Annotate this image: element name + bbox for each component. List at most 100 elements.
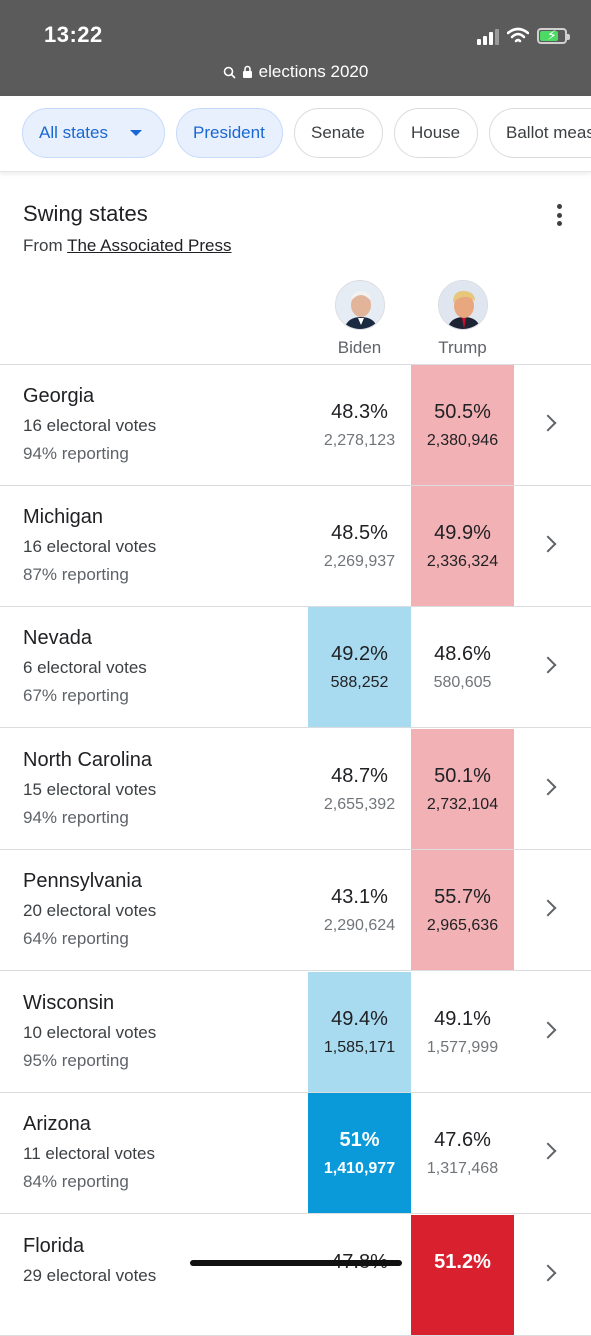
candidate-biden-header: Biden	[308, 280, 411, 358]
reporting-percent: 67% reporting	[23, 686, 129, 705]
biden-result-cell: 49.2% 588,252	[308, 607, 411, 727]
trump-result-cell: 50.5% 2,380,946	[411, 365, 514, 485]
candidate-name: Trump	[438, 338, 487, 357]
state-row-north-carolina[interactable]: North Carolina 15 electoral votes 94% re…	[0, 729, 591, 850]
trump-result-cell: 51.2%	[411, 1215, 514, 1335]
state-row-arizona[interactable]: Arizona 11 electoral votes 84% reporting…	[0, 1093, 591, 1214]
trump-result-cell: 48.6% 580,605	[411, 607, 514, 727]
vote-percent: 48.7%	[331, 765, 388, 787]
more-vert-icon[interactable]	[549, 204, 569, 226]
chip-ballot-measures[interactable]: Ballot meas	[489, 108, 591, 158]
chevron-right-icon[interactable]	[539, 899, 557, 917]
vote-percent: 49.2%	[331, 643, 388, 665]
battery-charging-icon: ⚡	[537, 27, 570, 44]
state-name: Pennsylvania	[23, 870, 142, 892]
state-row-georgia[interactable]: Georgia 16 electoral votes 94% reporting…	[0, 365, 591, 486]
state-row-wisconsin[interactable]: Wisconsin 10 electoral votes 95% reporti…	[0, 972, 591, 1093]
reporting-percent: 64% reporting	[23, 929, 129, 948]
vote-percent: 49.1%	[434, 1008, 491, 1030]
cellular-signal-icon	[477, 27, 499, 45]
chevron-right-icon[interactable]	[539, 778, 557, 796]
vote-percent: 49.4%	[331, 1008, 388, 1030]
browser-top-bar: 13:22 ⚡ elections 2020	[0, 0, 591, 96]
vote-percent: 50.5%	[434, 401, 491, 423]
address-bar[interactable]: elections 2020	[0, 62, 591, 82]
biden-result-cell: 43.1% 2,290,624	[308, 850, 411, 970]
vote-percent: 47.6%	[434, 1129, 491, 1151]
candidate-name: Biden	[337, 338, 382, 357]
state-row-pennsylvania[interactable]: Pennsylvania 20 electoral votes 64% repo…	[0, 850, 591, 971]
vote-percent: 51.2%	[434, 1251, 491, 1273]
biden-result-cell: 48.3% 2,278,123	[308, 365, 411, 485]
url-text: elections 2020	[258, 62, 369, 81]
reporting-percent: 84% reporting	[23, 1172, 129, 1191]
state-name: Michigan	[23, 506, 104, 528]
vote-count: 580,605	[433, 674, 492, 691]
reporting-percent: 94% reporting	[23, 444, 129, 463]
source-link[interactable]: The Associated Press	[67, 236, 232, 255]
dropdown-arrow-icon	[129, 130, 142, 136]
vote-percent: 48.3%	[331, 401, 388, 423]
biden-result-cell: 48.5% 2,269,937	[308, 486, 411, 606]
biden-result-cell: 48.7% 2,655,392	[308, 729, 411, 849]
chevron-right-icon[interactable]	[539, 535, 557, 553]
state-row-nevada[interactable]: Nevada 6 electoral votes 67% reporting 4…	[0, 607, 591, 728]
state-name: North Carolina	[23, 749, 152, 771]
reporting-percent: 87% reporting	[23, 565, 129, 584]
vote-count: 1,577,999	[426, 1039, 499, 1056]
vote-percent: 51%	[339, 1129, 380, 1151]
state-name: Arizona	[23, 1113, 91, 1135]
electoral-votes: 29 electoral votes	[23, 1266, 157, 1285]
vote-count: 1,585,171	[323, 1039, 396, 1056]
wifi-icon	[507, 27, 529, 43]
home-indicator[interactable]	[190, 1260, 402, 1266]
chip-all-states-dropdown[interactable]: All states	[22, 108, 165, 158]
vote-count: 1,410,977	[323, 1160, 396, 1177]
state-name: Georgia	[23, 385, 95, 407]
biden-result-cell: 51% 1,410,977	[308, 1093, 411, 1213]
state-row-michigan[interactable]: Michigan 16 electoral votes 87% reportin…	[0, 486, 591, 607]
vote-percent: 48.5%	[331, 522, 388, 544]
divider	[0, 364, 591, 365]
avatar-trump	[437, 280, 488, 330]
electoral-votes: 16 electoral votes	[23, 416, 157, 435]
state-row-florida[interactable]: Florida 29 electoral votes 47.8% 51.2%	[0, 1215, 591, 1336]
vote-count: 1,317,468	[426, 1160, 499, 1177]
chip-label: House	[411, 123, 461, 142]
reporting-percent: 94% reporting	[23, 808, 129, 827]
chip-house[interactable]: House	[394, 108, 478, 158]
chip-label: President	[193, 123, 265, 142]
vote-count: 2,278,123	[323, 432, 396, 449]
chevron-right-icon[interactable]	[539, 1021, 557, 1039]
vote-count: 2,290,624	[323, 917, 396, 934]
vote-count: 2,732,104	[426, 796, 499, 813]
electoral-votes: 20 electoral votes	[23, 901, 157, 920]
state-name: Wisconsin	[23, 992, 115, 1014]
vote-percent: 48.6%	[434, 643, 491, 665]
chevron-right-icon[interactable]	[539, 1264, 557, 1282]
chip-senate[interactable]: Senate	[294, 108, 383, 158]
electoral-votes: 10 electoral votes	[23, 1023, 157, 1042]
status-icons: ⚡	[477, 24, 570, 48]
chip-president[interactable]: President	[176, 108, 283, 158]
chevron-right-icon[interactable]	[539, 656, 557, 674]
trump-result-cell: 50.1% 2,732,104	[411, 729, 514, 849]
reporting-percent: 95% reporting	[23, 1051, 129, 1070]
vote-count: 2,336,324	[426, 553, 499, 570]
vote-percent: 50.1%	[434, 765, 491, 787]
chevron-right-icon[interactable]	[539, 414, 557, 432]
vote-count: 2,380,946	[426, 432, 499, 449]
electoral-votes: 6 electoral votes	[23, 658, 147, 677]
vote-count: 588,252	[330, 674, 389, 691]
vote-percent: 49.9%	[434, 522, 491, 544]
vote-count: 2,965,636	[426, 917, 499, 934]
chevron-right-icon[interactable]	[539, 1142, 557, 1160]
state-name: Nevada	[23, 627, 92, 649]
vote-count: 2,655,392	[323, 796, 396, 813]
chip-label: Senate	[311, 123, 365, 142]
electoral-votes: 16 electoral votes	[23, 537, 157, 556]
chip-label: Ballot meas	[506, 123, 591, 142]
trump-result-cell: 47.6% 1,317,468	[411, 1093, 514, 1213]
state-name: Florida	[23, 1235, 85, 1257]
source-prefix: From	[23, 236, 63, 255]
